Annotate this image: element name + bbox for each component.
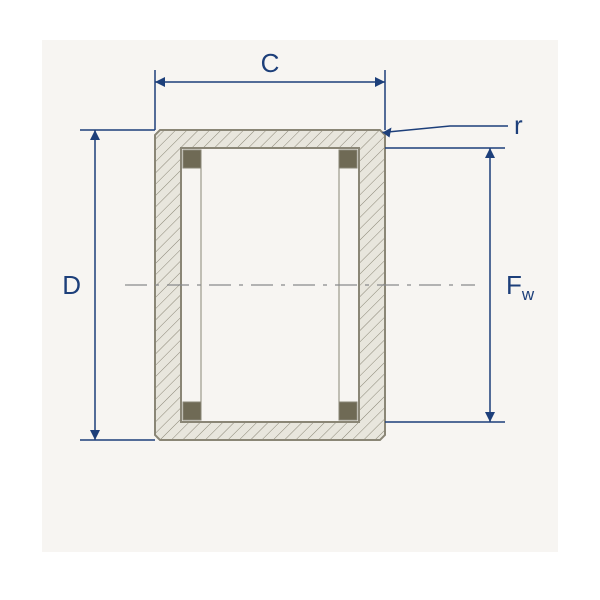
dim-C-label: C	[261, 48, 280, 78]
roller-corner-1	[339, 150, 357, 168]
dim-r-label: r	[514, 110, 523, 140]
figure-plate	[42, 40, 558, 552]
roller-corner-0	[183, 150, 201, 168]
roller-corner-2	[183, 402, 201, 420]
roller-corner-3	[339, 402, 357, 420]
dim-D-label: D	[62, 270, 81, 300]
